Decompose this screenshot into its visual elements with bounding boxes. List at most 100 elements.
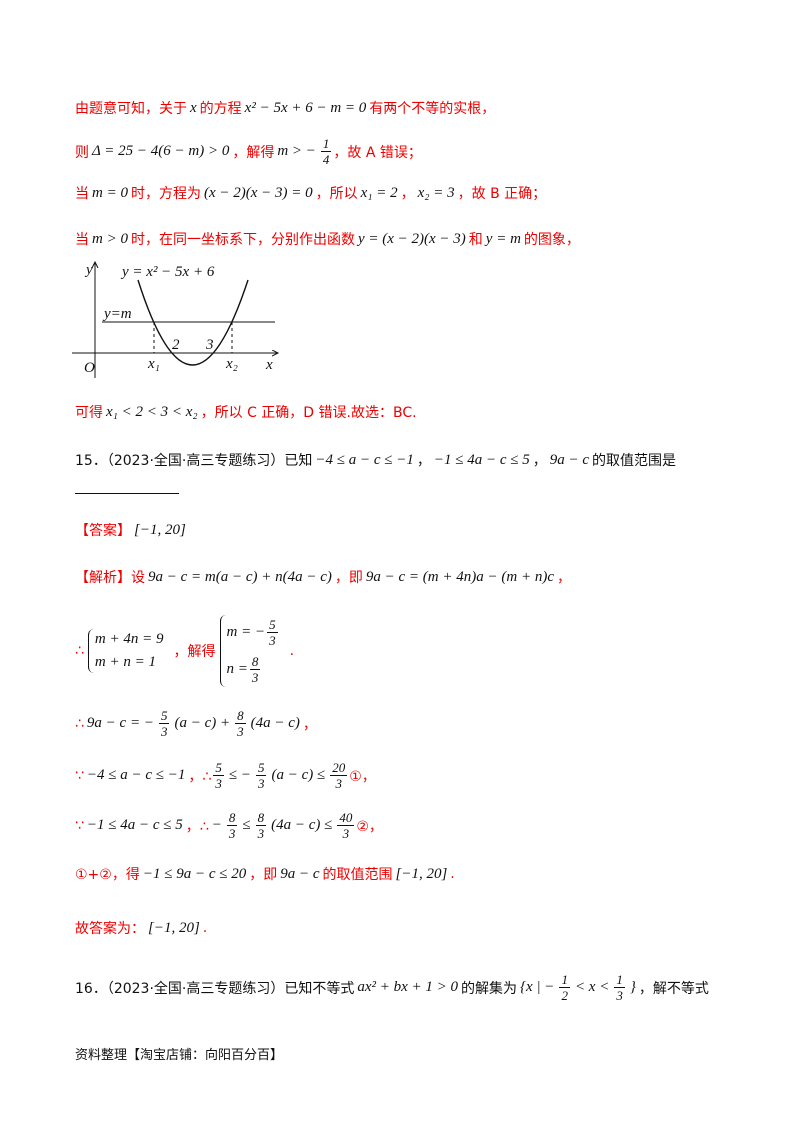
text: ∴	[75, 643, 84, 659]
question: 15．（2023·全国·高三专题练习）已知 −4 ≤ a − c ≤ −1， −1 …	[75, 450, 676, 470]
text: ，所以	[315, 186, 358, 202]
text: 9a − c = m(a − c) + n(4a − c)	[148, 568, 332, 585]
text: 3	[215, 776, 222, 791]
text: }	[629, 979, 636, 995]
text: −4 ≤ a − c ≤ −1	[315, 451, 414, 468]
text: ，	[400, 186, 415, 202]
group: 20 3	[330, 760, 348, 791]
text: 5	[213, 760, 224, 776]
text: 当	[75, 232, 89, 248]
text: 1	[614, 972, 625, 988]
text: x² − 5x + 6 − m = 0	[244, 99, 367, 116]
text: 时，在同一坐标系下，分别作出函数	[130, 232, 355, 248]
group: m + 4n = 9 m + n = 1	[87, 629, 170, 673]
footer: 资料整理【淘宝店铺：向阳百分百】	[75, 1048, 284, 1063]
text: m + 4n = 9	[94, 631, 164, 647]
text: Δ = 25 − 4(6 − m) > 0	[92, 143, 230, 159]
text: x	[190, 99, 197, 116]
text: [−1, 20]	[134, 521, 186, 538]
text: ，	[416, 453, 431, 469]
text: ，∴	[188, 768, 212, 785]
text: (a − c) ≤	[271, 767, 326, 783]
text: m > 0	[92, 230, 128, 247]
text: 20	[330, 760, 348, 776]
text: [−1, 20]	[148, 919, 200, 936]
text: 3	[616, 988, 623, 1003]
text: [−1, 20]	[395, 865, 448, 882]
text: n =	[226, 661, 248, 677]
text: 5	[267, 617, 278, 633]
label: 3	[205, 337, 214, 353]
text: 3	[251, 670, 259, 685]
label: x₁	[147, 356, 160, 372]
text: 8	[235, 708, 246, 724]
text: ax² + bx + 1 > 0	[357, 979, 459, 995]
text: 和	[468, 232, 483, 248]
line: 可得 x₁ < 2 < 3 < x₂ ，所以 C 正确，D 错误.故选：BC.	[75, 402, 417, 422]
text: ，故 B 正确；	[457, 186, 547, 202]
text: 16．（2023·全国·高三专题练习）已知不等式	[75, 980, 355, 997]
text: x₁ < 2 < 3 < x₂	[106, 403, 198, 420]
text: ∴	[75, 715, 84, 732]
text: 2	[561, 988, 568, 1003]
text: x₁ = 2	[360, 184, 398, 201]
text: 1	[559, 972, 570, 988]
question: 16．（2023·全国·高三专题练习）已知不等式 ax² + bx + 1 > 0…	[75, 972, 709, 1003]
group: m = −5 3	[227, 617, 280, 648]
text: 则	[75, 144, 89, 161]
text: 【解析】设	[75, 570, 145, 586]
text: 有两个不等的实根，	[369, 101, 496, 117]
text: −1 ≤ 4a − c ≤ 5	[86, 817, 183, 833]
line: 【解析】设 9a − c = m(a − c) + n(4a − c) ，即 9a −…	[75, 567, 571, 587]
text: 3	[257, 776, 265, 791]
label: x₂	[225, 356, 238, 372]
text: 3	[257, 826, 265, 841]
text: .	[450, 866, 455, 882]
blank	[75, 493, 179, 494]
graph: y y = x² − 5x + 6 y=m O x₁ 2 3 x₂ x	[72, 0, 300, 378]
label: x	[265, 357, 273, 373]
text: 的取值范围是	[592, 453, 676, 469]
text: 3	[160, 724, 168, 739]
text: ，∴	[185, 818, 209, 835]
text: ，解得	[173, 644, 216, 660]
label: O	[84, 360, 95, 376]
line: 由题意可知，关于 x 的方程 x² − 5x + 6 − m = 0 有两个不等的实根，	[75, 98, 495, 118]
text: 5	[158, 708, 170, 724]
text: ，解得	[232, 144, 275, 161]
text: ≤ −	[228, 767, 251, 783]
text: 8	[249, 654, 261, 670]
text: 9a − c	[280, 865, 320, 882]
parabola	[137, 279, 249, 366]
text: ，	[302, 716, 317, 733]
text: 3	[335, 776, 342, 791]
text: 3	[237, 724, 244, 739]
text: ，	[556, 570, 571, 586]
text: 3	[269, 633, 276, 648]
label: y = x² − 5x + 6	[120, 264, 215, 280]
text: ∵	[75, 767, 84, 784]
text: ，	[532, 453, 547, 469]
text: m > −	[277, 143, 316, 159]
text: (a − c) +	[174, 715, 231, 731]
text: y = (x − 2)(x − 3)	[357, 230, 466, 247]
text: < x <	[574, 979, 610, 995]
text: 故答案为：	[75, 921, 145, 937]
text: −	[211, 817, 222, 833]
text: 9a − c = −	[86, 715, 154, 731]
label: 2	[172, 337, 180, 353]
text: ∵	[75, 817, 84, 834]
line: ①+②，得 −1 ≤ 9a − c ≤ 20 ，即 9a − c 的取值范围 [−1, 2…	[75, 864, 455, 884]
text: ≤	[242, 817, 251, 833]
